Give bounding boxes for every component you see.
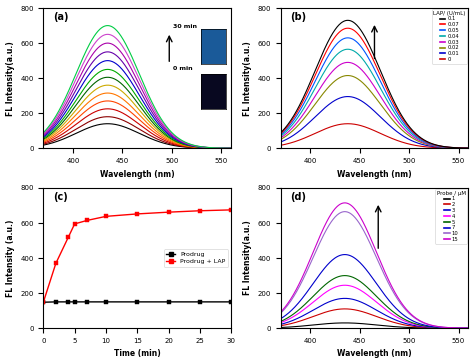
X-axis label: Time (min): Time (min) bbox=[114, 349, 161, 359]
Y-axis label: FL Intensity(a.u.): FL Intensity(a.u.) bbox=[243, 41, 252, 115]
Text: (a): (a) bbox=[53, 12, 68, 22]
Legend: 1, 2, 3, 4, 5, 7, 10, 15: 1, 2, 3, 4, 5, 7, 10, 15 bbox=[435, 189, 467, 244]
X-axis label: Wavelength (nm): Wavelength (nm) bbox=[337, 349, 412, 359]
Y-axis label: FL Intensity(a.u.): FL Intensity(a.u.) bbox=[243, 221, 252, 296]
Text: 30 min: 30 min bbox=[173, 24, 197, 29]
X-axis label: Wavelength (nm): Wavelength (nm) bbox=[337, 170, 412, 178]
Text: (d): (d) bbox=[290, 192, 306, 202]
X-axis label: Wavelength (nm): Wavelength (nm) bbox=[100, 170, 174, 178]
Text: 0 min: 0 min bbox=[173, 66, 192, 71]
Legend: Prodrug, Prodrug + LAP: Prodrug, Prodrug + LAP bbox=[164, 249, 228, 267]
Y-axis label: FL Intensity (a.u.): FL Intensity (a.u.) bbox=[6, 219, 15, 297]
Legend: 0.1, 0.07, 0.05, 0.04, 0.03, 0.02, 0.01, 0: 0.1, 0.07, 0.05, 0.04, 0.03, 0.02, 0.01,… bbox=[432, 9, 467, 64]
Text: (b): (b) bbox=[290, 12, 306, 22]
Y-axis label: FL Intensity(a.u.): FL Intensity(a.u.) bbox=[6, 41, 15, 115]
Text: (c): (c) bbox=[53, 192, 67, 202]
